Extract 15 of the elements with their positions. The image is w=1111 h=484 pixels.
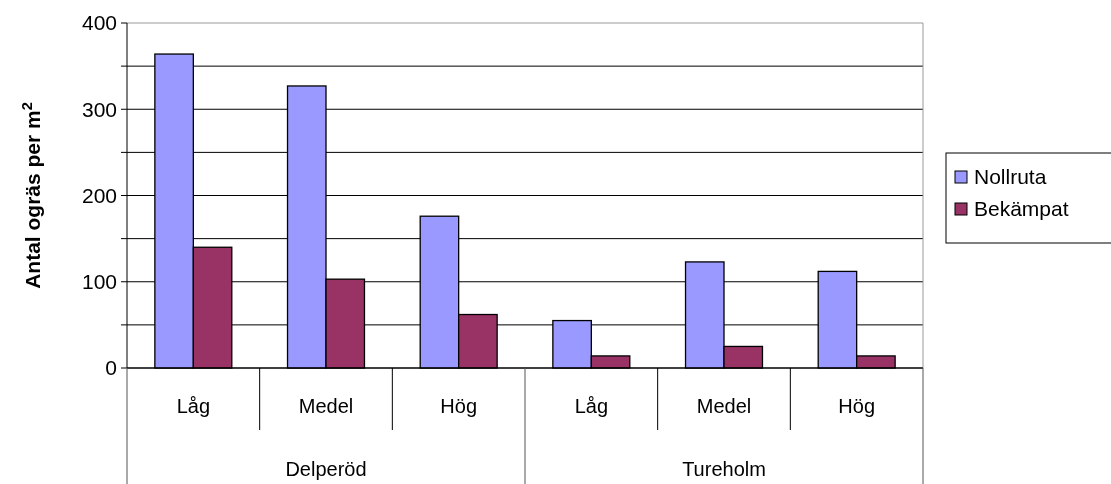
y-tick-label: 100 <box>81 270 117 294</box>
y-tick-label: 400 <box>81 11 117 35</box>
text: Tureholm <box>682 458 766 480</box>
legend-label: Bekämpat <box>974 197 1069 221</box>
legend-label: Nollruta <box>974 165 1047 189</box>
x-tick-label: Medel <box>298 395 354 417</box>
x-tick-label: Låg <box>574 395 609 417</box>
text: Delperöd <box>285 458 367 480</box>
x-tick-label: Låg <box>176 395 211 417</box>
x-tick-label: Hög <box>838 395 876 417</box>
y-tick-label: 0 <box>105 356 117 380</box>
x-tick-label: Medel <box>696 395 752 417</box>
x-tick-label: Hög <box>440 395 478 417</box>
y-tick-label: 300 <box>81 97 117 121</box>
y-tick-label: 200 <box>81 183 117 207</box>
